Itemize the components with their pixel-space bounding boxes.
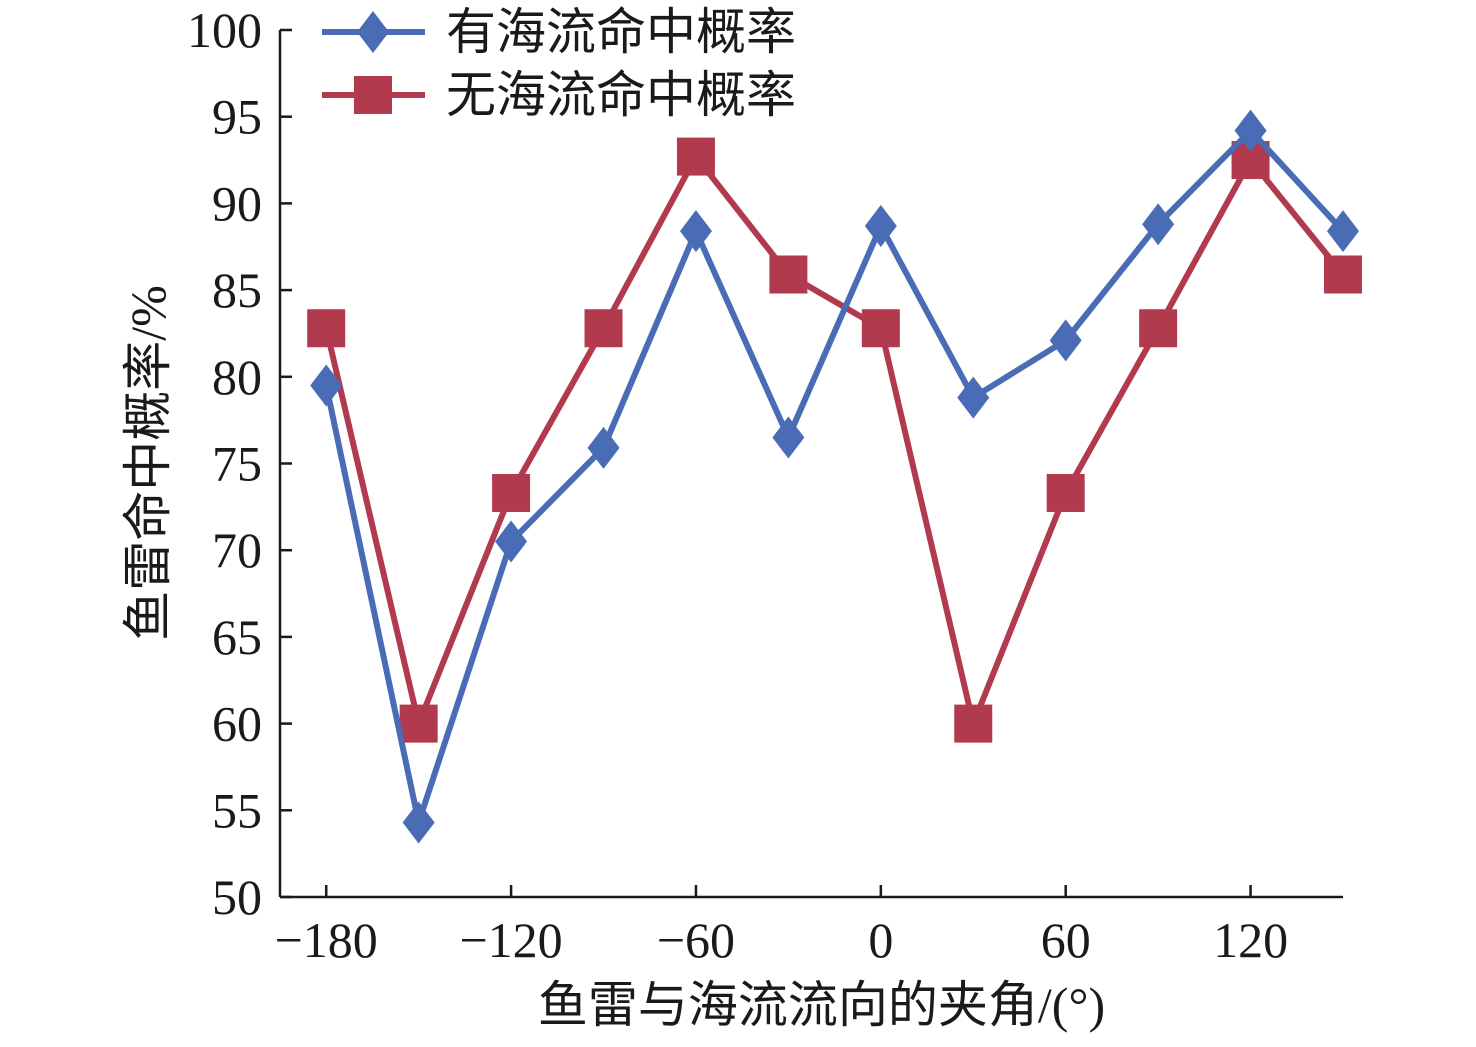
y-axis-title: 鱼雷命中概率/% [120, 285, 176, 641]
legend-label: 无海流命中概率 [446, 67, 796, 123]
data-point [679, 210, 712, 253]
x-tick-label: −180 [275, 912, 378, 968]
data-point [1142, 203, 1175, 246]
y-tick-label: 85 [212, 262, 262, 318]
data-point [861, 309, 900, 348]
y-tick-label: 65 [212, 609, 262, 665]
data-point [676, 137, 715, 176]
data-point [492, 473, 531, 512]
data-point [310, 364, 343, 407]
data-point [1324, 255, 1362, 294]
y-tick-label: 75 [212, 436, 262, 492]
data-point [307, 309, 346, 348]
data-point [1139, 309, 1178, 348]
series-2-line [323, 153, 1346, 727]
x-tick-label: 120 [1213, 912, 1288, 968]
data-point [402, 801, 435, 844]
data-point [769, 255, 808, 294]
data-point [1234, 109, 1267, 152]
y-tick-label: 55 [212, 782, 262, 838]
data-point [1049, 319, 1082, 362]
y-tick-label: 70 [212, 522, 262, 578]
legend-marker [357, 11, 389, 53]
data-point [495, 520, 528, 563]
x-tick-label: 60 [1041, 912, 1091, 968]
data-point [399, 704, 438, 743]
data-point [954, 704, 993, 743]
x-tick-label: −60 [657, 912, 735, 968]
data-point [772, 416, 805, 459]
legend-marker [354, 76, 392, 114]
data-point [584, 309, 623, 348]
data-point [1046, 473, 1085, 512]
y-tick-label: 95 [212, 89, 262, 145]
series-1-line [323, 127, 1346, 826]
series-layer [307, 109, 1362, 844]
legend-label: 有海流命中概率 [446, 4, 796, 60]
y-tick-label: 80 [212, 349, 262, 405]
axes: 50 55 60 65 70 75 80 85 90 95 100 −180 −120 −60 0 60 120 [187, 2, 1343, 968]
x-axis-title: 鱼雷与海流流向的夹角/(°) [538, 977, 1105, 1033]
y-tick-label: 60 [212, 696, 262, 752]
series-1 [310, 109, 1359, 844]
x-tick-label: 0 [868, 912, 893, 968]
data-point [1327, 210, 1359, 253]
y-tick-label: 50 [212, 869, 262, 925]
data-point [957, 376, 990, 419]
series-2 [307, 137, 1362, 743]
data-point [587, 426, 620, 469]
y-tick-label: 90 [212, 175, 262, 231]
x-tick-label: −120 [459, 912, 562, 968]
data-point [864, 204, 897, 247]
y-tick-label: 100 [187, 2, 262, 58]
